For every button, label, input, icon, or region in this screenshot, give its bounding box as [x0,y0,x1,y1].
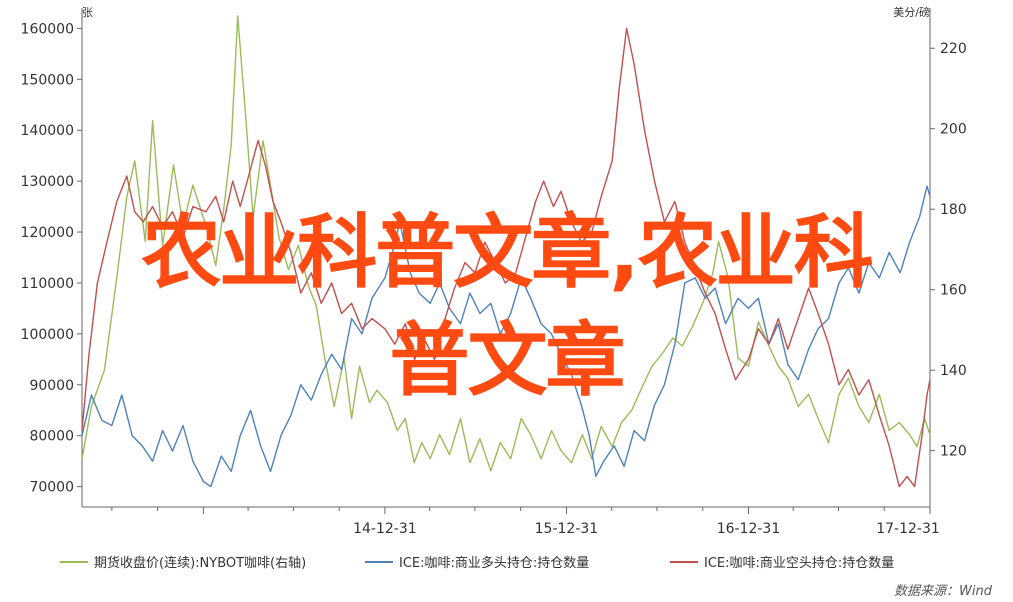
x-tick-label: 14-12-31 [353,521,417,537]
right-axis-unit: 美分/磅 [893,5,930,19]
right-tick-label: 120 [940,444,967,460]
left-tick-label: 130000 [21,174,74,190]
left-tick-label: 80000 [29,429,74,445]
x-tick-label: 16-12-31 [717,521,781,537]
x-tick-label: 17-12-31 [876,521,940,537]
right-tick-label: 140 [940,363,967,379]
right-tick-label: 160 [940,283,967,299]
left-tick-label: 90000 [29,378,74,394]
left-tick-label: 70000 [29,480,74,496]
legend-label-1: 期货收盘价(连续):NYBOT咖啡(右轴) [94,555,306,571]
right-tick-label: 220 [940,41,967,57]
left-tick-label: 140000 [21,123,74,139]
series-line-1 [82,16,930,471]
series-line-3 [82,28,930,486]
source-label: 数据来源：Wind [894,584,993,599]
legend: 期货收盘价(连续):NYBOT咖啡(右轴) ICE:咖啡:商业多头持仓:持仓数量 I… [60,555,894,571]
left-tick-label: 110000 [21,276,74,292]
right-tick-label: 200 [940,122,967,138]
left-tick-label: 120000 [21,225,74,241]
legend-label-3: ICE:咖啡:商业空头持仓:持仓数量 [704,556,894,571]
axes: 70000 80000 90000 100000 110000 120000 130000 1… [21,8,967,537]
legend-label-2: ICE:咖啡:商业多头持仓:持仓数量 [399,555,589,571]
series-lines [82,16,930,487]
left-tick-label: 100000 [21,327,74,343]
series-line-2 [82,186,930,486]
left-axis-unit: 张 [82,6,93,19]
right-tick-label: 180 [940,202,967,218]
left-tick-label: 160000 [21,21,74,37]
left-tick-label: 150000 [21,72,74,88]
x-tick-label: 15-12-31 [535,521,599,537]
